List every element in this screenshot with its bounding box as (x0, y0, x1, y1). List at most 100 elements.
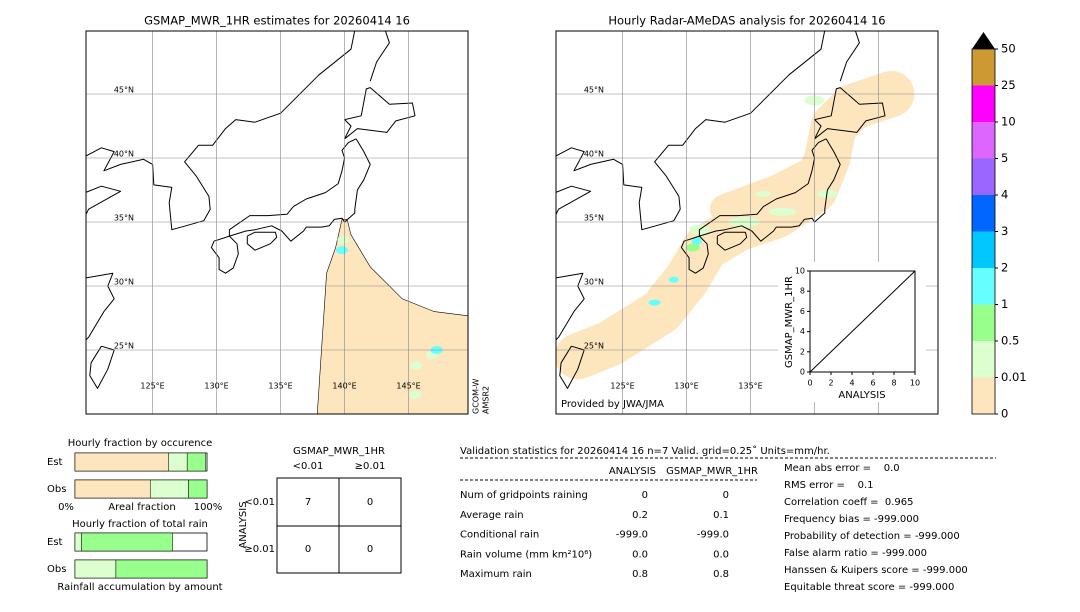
rain-cell (691, 237, 702, 246)
y-tick-label: 10 (795, 267, 805, 276)
row-label: Obs (47, 484, 66, 495)
lat-label: 30°N (114, 278, 134, 287)
axis-label: 100% (194, 502, 223, 513)
total-rain-title: Hourly fraction of total rain (72, 519, 208, 530)
table-title: GSMAP_MWR_1HR (293, 446, 385, 457)
coastline (86, 272, 115, 341)
coastline (839, 31, 860, 82)
colorbar-bin (972, 122, 995, 159)
score: Frequency bias = -999.000 (784, 514, 919, 525)
colorbar-bin (972, 49, 995, 86)
score: Hanssen & Kuipers score = -999.000 (784, 565, 968, 576)
lon-label: 140°E (332, 382, 356, 391)
x-axis-label: ANALYSIS (838, 390, 885, 401)
colorbar-bin (972, 158, 995, 195)
rain-cell (768, 207, 797, 216)
x-tick-label: 0 (807, 379, 812, 388)
column-header: ≥0.01 (355, 461, 386, 472)
y-axis-label: GSMAP_MWR_1HR (784, 276, 795, 368)
cell: 0 (305, 544, 311, 555)
colorbar-bin (972, 268, 995, 305)
fraction-segment (168, 452, 188, 472)
colorbar-extend (972, 32, 995, 49)
stat-value: 0 (723, 490, 729, 501)
lon-label: 145°E (396, 382, 420, 391)
stat-label: Rain volume (mm km²10⁶) (460, 549, 592, 560)
sensor-label: AMSR2 (482, 386, 491, 414)
left-map-frame (85, 30, 469, 415)
column-header: GSMAP_MWR_1HR (666, 466, 758, 477)
coastline (369, 31, 390, 82)
coastline (86, 31, 356, 231)
score: Probability of detection = -999.000 (784, 531, 960, 542)
stat-value: 0.8 (713, 569, 729, 580)
score: Mean abs error = 0.0 (784, 463, 900, 474)
row-header: ≥0.01 (244, 544, 275, 555)
rain-cell (410, 361, 423, 370)
coastline (210, 235, 239, 274)
column-header: <0.01 (293, 461, 324, 472)
fraction-segment (149, 479, 189, 499)
fraction-segment (188, 479, 208, 499)
colorbar-label: 25 (1001, 78, 1016, 92)
axis-label: Areal fraction (108, 502, 175, 513)
lat-label: 40°N (584, 150, 604, 159)
contingency-table: GSMAP_MWR_1HR <0.01 ≥0.01 ANALYSIS <0.01… (238, 446, 402, 574)
colorbar-label: 10 (1001, 115, 1016, 129)
fraction-segment (115, 559, 208, 579)
colorbar: 0 0.01 0.5 1 2 3 4 5 10 25 50 (971, 32, 1027, 421)
rain-cell (336, 246, 348, 255)
lat-label: 30°N (584, 278, 604, 287)
occurrence-title: Hourly fraction by occurence (68, 438, 212, 449)
lat-label: 35°N (584, 214, 604, 223)
row-label: Est (47, 537, 63, 548)
coastline (556, 272, 585, 341)
colorbar-bin (972, 195, 995, 232)
colorbar-label: 5 (1001, 151, 1008, 165)
lat-label: 35°N (114, 214, 134, 223)
lat-label: 25°N (114, 342, 134, 351)
row-header: <0.01 (244, 497, 275, 508)
fraction-segment (186, 452, 206, 472)
lon-label: 135°E (268, 382, 292, 391)
colorbar-label: 0.5 (1001, 334, 1019, 348)
stat-value: 0.0 (713, 549, 729, 560)
right-map-title: Hourly Radar-AMeDAS analysis for 2026041… (608, 14, 885, 28)
stat-label: Maximum rain (460, 569, 532, 580)
rain-cell (685, 243, 700, 252)
right-map-frame (555, 30, 939, 415)
colorbar-bin (972, 377, 995, 414)
score: False alarm ratio = -999.000 (784, 548, 927, 559)
lat-label: 40°N (114, 150, 134, 159)
axis-label: 0% (58, 502, 74, 513)
y-tick-label: 4 (800, 327, 805, 336)
lon-label: 130°E (674, 382, 698, 391)
stat-value: 0.0 (632, 549, 648, 560)
x-tick-label: 6 (870, 379, 875, 388)
fraction-segment (74, 559, 117, 579)
rain-area (710, 155, 830, 225)
colorbar-label: 4 (1001, 188, 1008, 202)
y-tick-label: 8 (800, 287, 805, 296)
colorbar-bin (972, 85, 995, 122)
colorbar-label: 2 (1001, 261, 1008, 275)
diagonal (809, 270, 916, 373)
coastline (698, 138, 841, 242)
coastline (89, 345, 115, 389)
y-tick-label: 6 (800, 307, 805, 316)
colorbar-label: 3 (1001, 224, 1008, 238)
coastline (716, 231, 748, 251)
total-rain-footer: Rainfall accumulation by amount (57, 582, 222, 593)
stat-value: 0.2 (632, 510, 648, 521)
fraction-segment (81, 532, 173, 552)
lon-label: 135°E (738, 382, 762, 391)
sensor-label: GCOM-W (472, 378, 481, 414)
coastline (556, 31, 826, 231)
colorbar-label: 1 (1001, 297, 1008, 311)
x-tick-label: 10 (910, 379, 920, 388)
y-tick-label: 0 (800, 368, 805, 377)
coastline (246, 231, 278, 251)
rain-cell (668, 276, 679, 283)
coastline (680, 235, 709, 274)
rain-cell (408, 390, 421, 399)
